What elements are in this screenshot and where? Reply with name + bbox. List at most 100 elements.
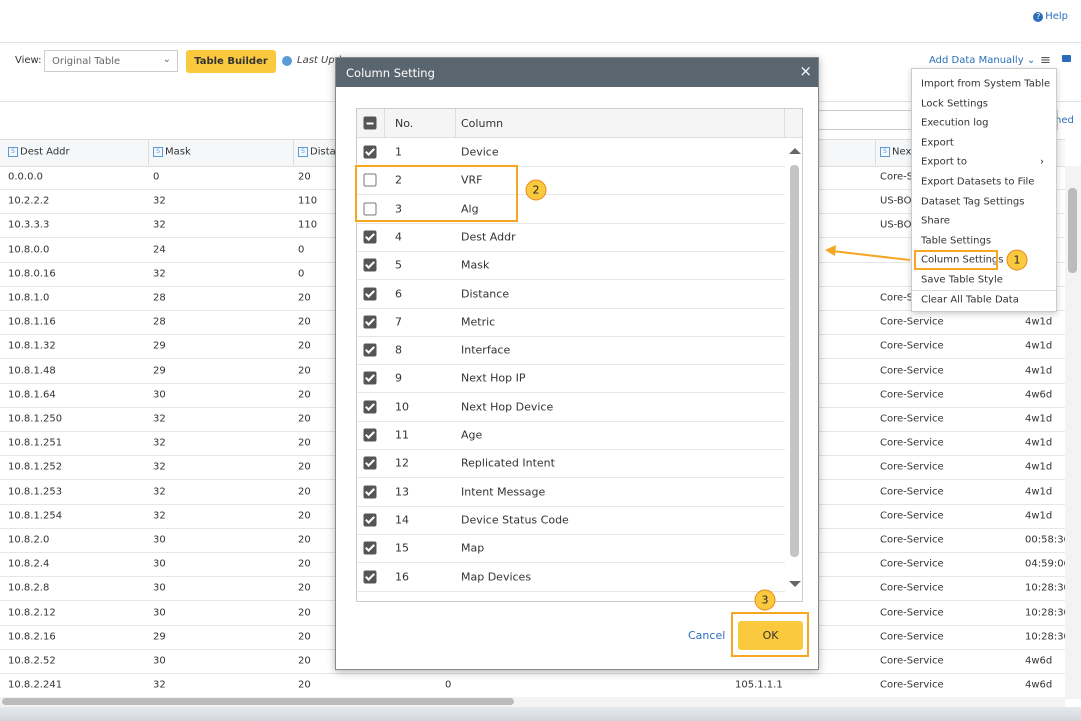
row-line bbox=[357, 562, 785, 564]
checkbox[interactable] bbox=[363, 202, 377, 216]
column-name: Dest Addr bbox=[461, 230, 516, 244]
menu-icon[interactable]: ≡ bbox=[1040, 53, 1051, 68]
menu-item[interactable]: Export Datasets to File bbox=[921, 176, 1035, 188]
table-cell: 32 bbox=[153, 268, 166, 280]
type-icon: S bbox=[153, 147, 163, 157]
checkbox[interactable] bbox=[363, 343, 377, 357]
lock-icon[interactable] bbox=[1062, 55, 1071, 62]
callout-badge: 2 bbox=[525, 179, 547, 201]
column-name: VRF bbox=[461, 173, 483, 187]
ok-button[interactable]: OK bbox=[738, 621, 803, 650]
checkbox[interactable] bbox=[363, 258, 377, 272]
table-cell: 20 bbox=[298, 292, 311, 304]
callout-badge: 3 bbox=[754, 589, 776, 611]
menu-item[interactable]: Import from System Table bbox=[921, 78, 1051, 90]
scroll-down[interactable] bbox=[789, 581, 801, 587]
v-scrollbar[interactable] bbox=[1065, 166, 1081, 699]
scroll-up[interactable] bbox=[789, 148, 801, 154]
checkbox[interactable] bbox=[363, 400, 377, 414]
menu-item[interactable]: Execution log bbox=[921, 117, 989, 129]
col-sep bbox=[384, 109, 385, 137]
table-cell: 10.8.2.4 bbox=[8, 558, 50, 570]
table-cell: 20 bbox=[298, 389, 311, 401]
checkbox[interactable] bbox=[363, 230, 377, 244]
cancel-button[interactable]: Cancel bbox=[688, 629, 726, 642]
table-cell: 32 bbox=[153, 461, 166, 473]
table-cell: 20 bbox=[298, 171, 311, 183]
menu-item[interactable]: Lock Settings bbox=[921, 98, 988, 110]
table-cell: 32 bbox=[153, 195, 166, 207]
table-cell: 4w1d bbox=[1025, 461, 1053, 473]
list-header: No. Column bbox=[357, 109, 802, 138]
table-cell: 20 bbox=[298, 510, 311, 522]
table-builder-button[interactable]: Table Builder bbox=[186, 50, 276, 73]
row-line bbox=[357, 449, 785, 450]
table-cell: 20 bbox=[298, 365, 311, 377]
table-cell: US-BOS bbox=[880, 195, 918, 207]
table-cell: 110 bbox=[298, 195, 318, 207]
column-no: 12 bbox=[395, 456, 409, 470]
checkbox[interactable] bbox=[363, 513, 377, 527]
table-cell: Core-Service bbox=[880, 316, 944, 328]
column-name: Next Hop Device bbox=[461, 400, 554, 414]
menu-item[interactable]: Export to bbox=[921, 156, 967, 168]
row-line bbox=[357, 590, 785, 592]
dialog-title: Column Setting bbox=[346, 66, 435, 80]
type-icon: S bbox=[298, 147, 308, 157]
checkbox[interactable] bbox=[363, 145, 377, 159]
checkbox[interactable] bbox=[363, 456, 377, 470]
checkbox[interactable] bbox=[363, 287, 377, 300]
checkbox[interactable] bbox=[363, 371, 377, 385]
checkbox[interactable] bbox=[363, 485, 377, 499]
table-cell: Core-Service bbox=[880, 389, 944, 401]
table-cell: 10:28:30 bbox=[1025, 631, 1065, 643]
table-cell: 32 bbox=[153, 413, 166, 425]
dialog: Column Setting × No. Column 1 Device 2 VRF 3… bbox=[335, 57, 819, 670]
select-all-checkbox[interactable] bbox=[363, 116, 377, 130]
table-cell: Core-Service bbox=[880, 486, 944, 498]
v-scroll-thumb[interactable] bbox=[1068, 188, 1077, 273]
close-button[interactable]: × bbox=[799, 62, 812, 80]
checkbox[interactable] bbox=[363, 173, 377, 187]
menu-item[interactable]: Table Settings bbox=[921, 235, 992, 247]
help-link[interactable]: ? Help bbox=[1033, 11, 1068, 22]
checkbox[interactable] bbox=[363, 428, 377, 442]
table-cell: Core-Service bbox=[880, 461, 944, 473]
submenu-arrow: › bbox=[1040, 156, 1044, 168]
checkbox[interactable] bbox=[363, 541, 377, 555]
menu-item[interactable]: Clear All Table Data bbox=[921, 294, 1019, 306]
column-no: 3 bbox=[395, 202, 402, 216]
table-cell: 10:28:30 bbox=[1025, 607, 1065, 619]
table-cell: 20 bbox=[298, 461, 311, 473]
column-header: Column bbox=[461, 117, 504, 130]
column-name: Device bbox=[461, 145, 499, 159]
list-scrollbar[interactable] bbox=[786, 138, 802, 601]
row-line bbox=[357, 364, 785, 366]
column-no: 13 bbox=[395, 485, 409, 499]
table-cell: 29 bbox=[153, 631, 166, 643]
list-scroll-thumb[interactable] bbox=[790, 165, 799, 557]
column-header: Dista bbox=[310, 146, 336, 158]
view-select[interactable]: Original Table ⌄ bbox=[44, 50, 178, 72]
table-cell: 24 bbox=[153, 244, 166, 256]
table-cell: 0 bbox=[298, 268, 305, 280]
menu-item[interactable]: Column Settings bbox=[921, 254, 1004, 266]
add-data-link[interactable]: Add Data Manually ⌄ bbox=[929, 55, 1036, 66]
table-cell: 4w1d bbox=[1025, 510, 1053, 522]
arrow-line bbox=[831, 250, 911, 261]
table-cell: 32 bbox=[153, 219, 166, 231]
menu-item[interactable]: Export bbox=[921, 137, 954, 149]
checkbox[interactable] bbox=[363, 570, 377, 583]
h-scrollbar[interactable] bbox=[0, 697, 1065, 707]
menu-item[interactable]: Save Table Style bbox=[921, 274, 1003, 286]
table-cell: 30 bbox=[153, 607, 166, 619]
table-cell: 10.8.2.241 bbox=[8, 679, 63, 691]
menu-item[interactable]: Dataset Tag Settings bbox=[921, 196, 1025, 208]
h-scroll-thumb[interactable] bbox=[2, 698, 514, 705]
checkbox[interactable] bbox=[363, 315, 377, 329]
table-cell: Core-Service bbox=[880, 413, 944, 425]
menu-item[interactable]: Share bbox=[921, 215, 950, 227]
table-cell: 105.1.1.1 bbox=[735, 679, 783, 691]
search-tail[interactable]: ned bbox=[1055, 115, 1074, 126]
